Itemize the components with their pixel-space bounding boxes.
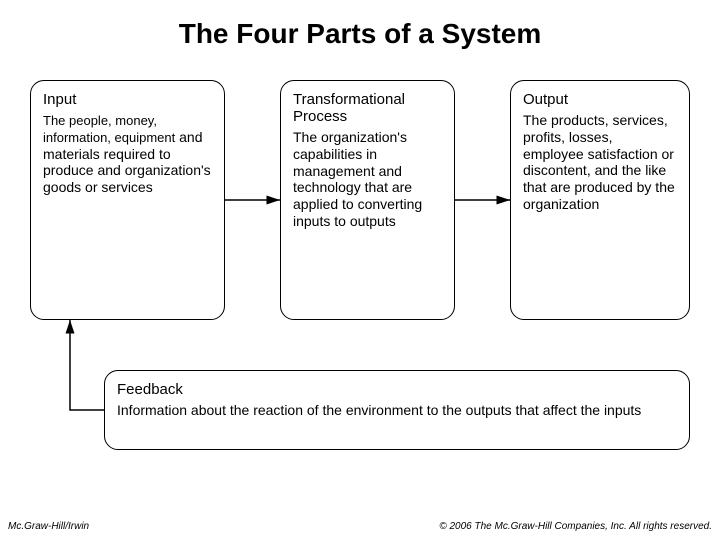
slide: The Four Parts of a System Input The peo… bbox=[0, 0, 720, 540]
page-title: The Four Parts of a System bbox=[0, 18, 720, 50]
box-input-heading: Input bbox=[43, 91, 212, 108]
box-output: Output The products, services, profits, … bbox=[510, 80, 690, 320]
box-input-body-small: The people, money, information, equipmen… bbox=[43, 113, 175, 145]
box-output-heading: Output bbox=[523, 91, 677, 108]
box-input-body: The people, money, information, equipmen… bbox=[43, 112, 212, 196]
box-feedback-heading: Feedback bbox=[117, 381, 677, 398]
feedback-arrow bbox=[70, 320, 104, 410]
box-feedback: Feedback Information about the reaction … bbox=[104, 370, 690, 450]
box-output-body: The products, services, profits, losses,… bbox=[523, 112, 677, 213]
box-process: Transformational Process The organizatio… bbox=[280, 80, 455, 320]
footer-left: Mc.Graw-Hill/Irwin bbox=[8, 521, 89, 532]
box-process-body: The organization's capabilities in manag… bbox=[293, 129, 442, 230]
box-process-heading: Transformational Process bbox=[293, 91, 442, 125]
box-input: Input The people, money, information, eq… bbox=[30, 80, 225, 320]
box-feedback-body: Information about the reaction of the en… bbox=[117, 402, 677, 419]
footer-right: © 2006 The Mc.Graw-Hill Companies, Inc. … bbox=[439, 521, 712, 532]
